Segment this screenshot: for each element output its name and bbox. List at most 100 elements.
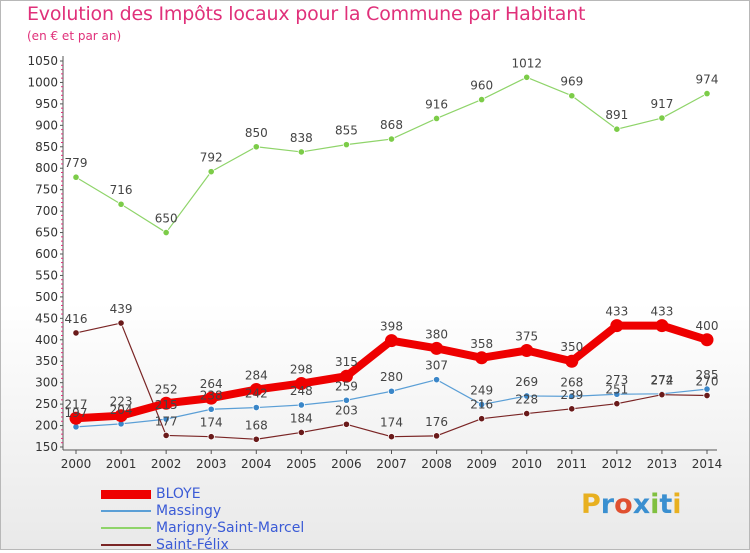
legend-item-saint-felix: Saint-Félix — [101, 537, 401, 553]
logo-letter: x — [632, 489, 651, 520]
data-point-massingy — [162, 415, 170, 423]
data-label-massingy: 238 — [200, 388, 223, 402]
y-tick-label: 600 — [35, 247, 58, 261]
data-label-bloye: 400 — [696, 319, 719, 333]
data-point-marigny-saint-marcel — [523, 73, 531, 81]
data-point-bloye — [655, 319, 669, 333]
y-tick-label: 350 — [35, 354, 58, 368]
data-label-bloye: 433 — [650, 305, 673, 319]
data-label-saint-f-lix: 177 — [155, 414, 178, 428]
y-tick-label: 150 — [35, 440, 58, 454]
x-tick-label: 2009 — [466, 457, 497, 471]
data-label-marigny-saint-marcel: 1012 — [511, 56, 542, 70]
logo-letter: i — [650, 489, 660, 520]
data-point-massingy — [387, 387, 396, 395]
legend-item-marigny: Marigny-Saint-Marcel — [101, 520, 401, 536]
x-tick-label: 2008 — [421, 457, 452, 471]
data-label-bloye: 264 — [200, 377, 223, 391]
data-label-massingy: 259 — [335, 379, 358, 393]
data-point-marigny-saint-marcel — [478, 96, 486, 104]
logo-letter: r — [600, 489, 615, 520]
data-label-saint-f-lix: 184 — [290, 411, 313, 425]
data-label-bloye: 298 — [290, 363, 313, 377]
data-point-massingy — [523, 392, 531, 400]
data-point-marigny-saint-marcel — [117, 200, 125, 208]
data-label-marigny-saint-marcel: 650 — [155, 212, 178, 226]
data-point-massingy — [207, 405, 215, 413]
data-point-saint-f-lix — [703, 391, 711, 400]
data-point-bloye — [430, 341, 444, 355]
y-tick-label: 400 — [35, 333, 58, 347]
data-label-bloye: 380 — [425, 327, 448, 341]
data-point-marigny-saint-marcel — [252, 143, 260, 151]
data-label-saint-f-lix: 174 — [380, 416, 403, 430]
data-point-marigny-saint-marcel — [658, 114, 666, 122]
data-point-saint-f-lix — [387, 433, 396, 441]
data-label-massingy: 248 — [290, 384, 313, 398]
y-tick-label: 850 — [35, 140, 58, 154]
data-label-bloye: 375 — [515, 330, 538, 344]
data-point-bloye — [114, 409, 128, 423]
data-point-saint-f-lix — [568, 405, 576, 413]
data-point-massingy — [613, 390, 621, 398]
data-point-marigny-saint-marcel — [162, 228, 170, 237]
data-point-saint-f-lix — [252, 435, 260, 443]
data-point-saint-f-lix — [297, 428, 305, 437]
y-tick-label: 950 — [35, 97, 58, 111]
data-label-saint-f-lix: 239 — [560, 388, 583, 402]
x-tick-label: 2000 — [61, 457, 92, 471]
data-point-bloye — [294, 377, 308, 391]
legend-swatch-bloye — [101, 490, 151, 499]
data-label-bloye: 315 — [335, 355, 358, 369]
y-tick-label: 450 — [35, 311, 58, 325]
data-label-saint-f-lix: 228 — [515, 393, 538, 407]
x-tick-label: 2010 — [511, 457, 542, 471]
data-point-bloye — [69, 411, 83, 425]
data-label-marigny-saint-marcel: 716 — [110, 183, 133, 197]
data-label-marigny-saint-marcel: 969 — [560, 75, 583, 89]
data-label-bloye: 358 — [470, 337, 493, 351]
legend-swatch-massingy — [101, 510, 151, 512]
y-tick-label: 650 — [35, 226, 58, 240]
x-tick-label: 2012 — [602, 457, 633, 471]
data-label-bloye: 252 — [155, 382, 178, 396]
data-label-bloye: 433 — [605, 305, 628, 319]
data-label-massingy: 249 — [470, 384, 493, 398]
data-label-marigny-saint-marcel: 974 — [696, 73, 719, 87]
data-point-saint-f-lix — [613, 400, 621, 408]
data-point-marigny-saint-marcel — [207, 168, 215, 176]
data-point-marigny-saint-marcel — [72, 173, 80, 181]
y-tick-label: 900 — [35, 118, 58, 132]
data-point-saint-f-lix — [478, 415, 486, 423]
legend-label-massingy: Massingy — [156, 503, 222, 519]
data-point-bloye — [339, 369, 353, 383]
data-label-marigny-saint-marcel: 792 — [200, 151, 223, 165]
data-label-saint-f-lix: 439 — [110, 302, 133, 316]
data-point-saint-f-lix — [207, 433, 215, 441]
data-label-saint-f-lix: 168 — [245, 418, 268, 432]
data-label-saint-f-lix: 416 — [65, 312, 88, 326]
data-label-massingy: 274 — [650, 373, 673, 387]
data-point-massingy — [478, 400, 486, 409]
data-point-saint-f-lix — [72, 329, 80, 337]
y-tick-label: 700 — [35, 204, 58, 218]
logo-letter: t — [659, 489, 673, 520]
x-tick-label: 2013 — [647, 457, 678, 471]
data-point-bloye — [385, 334, 398, 348]
data-point-bloye — [249, 383, 263, 397]
data-label-massingy: 280 — [380, 370, 403, 384]
data-point-saint-f-lix — [432, 432, 441, 440]
x-tick-label: 2007 — [376, 457, 407, 471]
data-label-saint-f-lix: 272 — [650, 374, 673, 388]
data-label-massingy: 268 — [560, 375, 583, 389]
logo-letter: P — [581, 489, 601, 520]
data-label-bloye: 284 — [245, 369, 268, 383]
chart-title: Evolution des Impôts locaux pour la Comm… — [27, 3, 586, 25]
data-point-massingy — [568, 392, 576, 400]
data-point-marigny-saint-marcel — [297, 148, 305, 156]
data-label-saint-f-lix: 174 — [200, 416, 223, 430]
data-label-bloye: 398 — [380, 320, 403, 334]
data-point-massingy — [342, 396, 351, 404]
